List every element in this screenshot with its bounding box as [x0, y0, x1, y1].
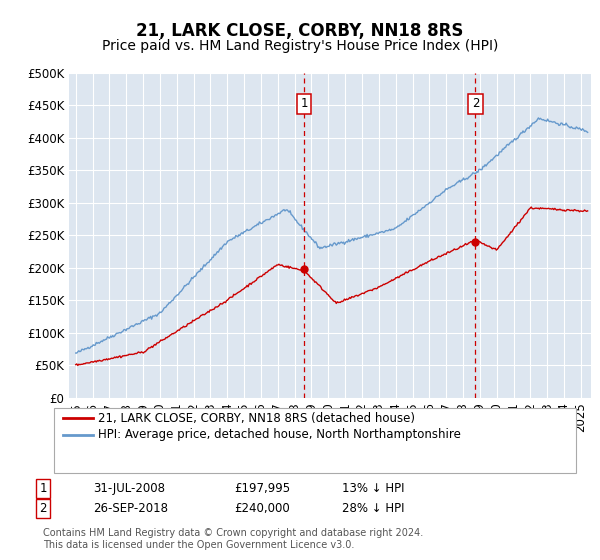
Text: HPI: Average price, detached house, North Northamptonshire: HPI: Average price, detached house, Nort…	[98, 428, 461, 441]
Text: 2: 2	[40, 502, 47, 515]
Text: 28% ↓ HPI: 28% ↓ HPI	[342, 502, 404, 515]
Text: 21, LARK CLOSE, CORBY, NN18 8RS: 21, LARK CLOSE, CORBY, NN18 8RS	[136, 22, 464, 40]
Text: Contains HM Land Registry data © Crown copyright and database right 2024.
This d: Contains HM Land Registry data © Crown c…	[43, 528, 424, 549]
Text: 13% ↓ HPI: 13% ↓ HPI	[342, 482, 404, 495]
Text: 2: 2	[472, 97, 479, 110]
Text: £240,000: £240,000	[234, 502, 290, 515]
Text: 1: 1	[301, 97, 308, 110]
Text: 1: 1	[40, 482, 47, 495]
Text: Price paid vs. HM Land Registry's House Price Index (HPI): Price paid vs. HM Land Registry's House …	[102, 39, 498, 53]
Text: 21, LARK CLOSE, CORBY, NN18 8RS (detached house): 21, LARK CLOSE, CORBY, NN18 8RS (detache…	[98, 412, 415, 425]
Text: 31-JUL-2008: 31-JUL-2008	[93, 482, 165, 495]
Text: 26-SEP-2018: 26-SEP-2018	[93, 502, 168, 515]
Text: £197,995: £197,995	[234, 482, 290, 495]
